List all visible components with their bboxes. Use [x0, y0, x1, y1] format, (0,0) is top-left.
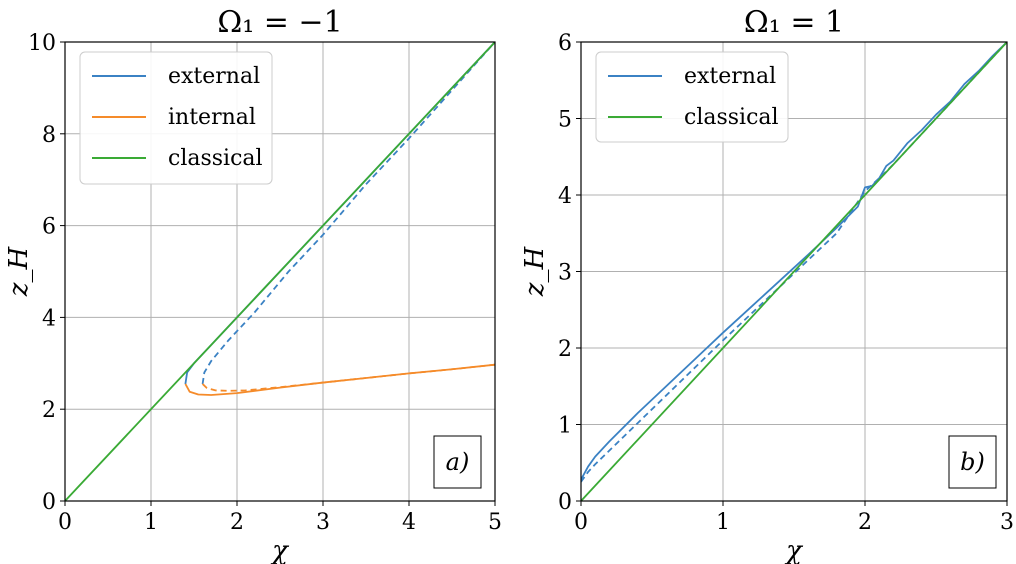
panel-b-legend-box: [595, 51, 789, 143]
panel-b-xlabel: χ: [784, 536, 804, 564]
panel-a-series-internal-dashed-line: [201, 363, 495, 392]
panel-b-ytick-label-0: 0: [558, 490, 572, 515]
panel-b-ylabel: z_H: [520, 245, 550, 297]
panel-a-legend-label-classical: classical: [168, 146, 263, 171]
panel-a-legend-label-internal: internal: [168, 105, 256, 130]
panel-a-xtick-label-0: 0: [58, 510, 72, 535]
panel-b-xtick-label-0: 0: [574, 510, 588, 535]
panel-b-xtick-label-3: 3: [1000, 510, 1014, 535]
panel-b-ytick-label-6: 6: [558, 31, 572, 56]
panel-a: 0 1 2 3 4 5 0 2 4 6 8 10 Ω₁ = −1 χ z_H external internal…: [4, 5, 502, 564]
panel-b-ytick-label-1: 1: [558, 414, 572, 439]
panel-b: 0 1 2 3 0 1 2 3 4 5 6 Ω₁ = 1 χ z_H external classical b): [520, 5, 1014, 564]
panel-a-series-classical-line: [65, 42, 495, 501]
panel-a-ytick-label-2: 4: [42, 306, 56, 331]
panel-b-xtick-label-2: 2: [858, 510, 872, 535]
panel-a-title: Ω₁ = −1: [217, 5, 342, 40]
panel-b-xtick-label-1: 1: [716, 510, 730, 535]
panel-b-series-group: [581, 42, 1007, 501]
panel-a-series-external-dashed-line: [201, 42, 495, 385]
panel-b-tag-label: b): [960, 448, 985, 476]
panel-b-ytick-label-5: 5: [558, 108, 572, 133]
panel-a-xtick-label-3: 3: [316, 510, 330, 535]
panel-a-tag-box: [433, 435, 482, 489]
panel-a-tag-label: a): [446, 448, 470, 476]
panel-a-xtick-label-2: 2: [230, 510, 244, 535]
panel-b-title: Ω₁ = 1: [744, 5, 844, 40]
panel-b-ytick-label-2: 2: [558, 337, 572, 362]
panel-a-ytick-label-0: 0: [42, 490, 56, 515]
panel-a-xtick-label-4: 4: [402, 510, 416, 535]
panel-a-legend: external internal classical: [79, 51, 273, 185]
panel-a-xtick-label-1: 1: [144, 510, 158, 535]
panel-a-ytick-label-3: 6: [42, 215, 56, 240]
panel-a-series-group: [65, 42, 495, 501]
panel-b-legend-label-classical: classical: [684, 105, 779, 130]
panel-a-ylabel: z_H: [4, 245, 34, 297]
panel-a-legend-box: [79, 51, 273, 185]
panel-a-ytick-label-5: 10: [28, 31, 56, 56]
panel-b-legend: external classical: [595, 51, 789, 143]
panel-b-legend-label-external: external: [684, 64, 776, 89]
panel-a-ytick-label-1: 2: [42, 398, 56, 423]
panel-b-tag-box: [948, 435, 997, 489]
panel-a-xlabel: χ: [270, 536, 290, 564]
panel-a-axes-frame: [64, 41, 496, 502]
panel-b-ytick-label-4: 4: [558, 184, 572, 209]
panel-b-ytick-label-3: 3: [558, 261, 572, 286]
panel-a-xtick-label-5: 5: [488, 510, 502, 535]
panel-b-series-classical-line: [581, 42, 1007, 501]
panel-a-legend-label-external: external: [168, 64, 260, 89]
panel-a-ytick-label-4: 8: [42, 123, 56, 148]
